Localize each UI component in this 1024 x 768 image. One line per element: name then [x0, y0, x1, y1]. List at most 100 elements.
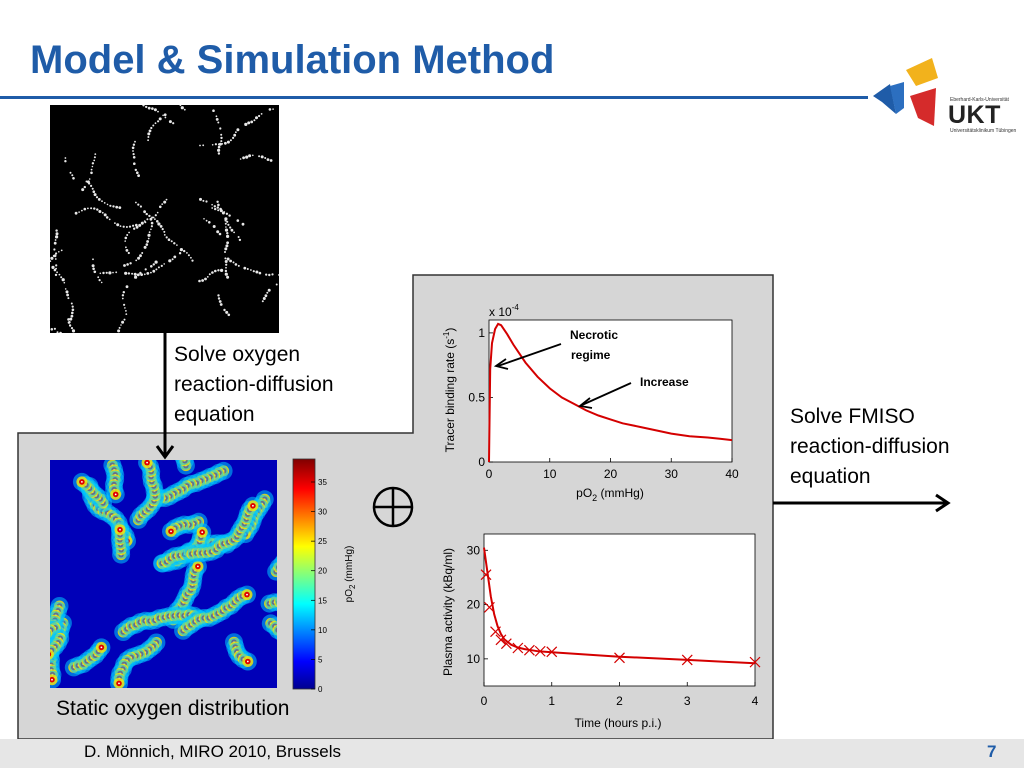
vessel-dot: [60, 249, 63, 252]
vessel-dot: [163, 113, 167, 117]
footer-bar: [0, 739, 1024, 768]
vessel-dot: [109, 204, 112, 207]
vessel-dot: [86, 180, 90, 184]
chart2-ytick-label: 10: [467, 652, 481, 666]
vessel-dot: [125, 246, 127, 249]
vessel-dot: [135, 201, 137, 204]
chart2-marker: [523, 644, 535, 656]
vessel-dot: [261, 300, 264, 303]
vessel-dot: [226, 232, 229, 235]
vessel-dot: [126, 234, 129, 236]
vessel-dot: [233, 133, 237, 137]
vessel-dot: [95, 196, 99, 199]
vessel-dot: [67, 318, 70, 321]
vessel-dot: [121, 294, 125, 297]
vessel-dot: [227, 313, 231, 317]
vessel-dot: [242, 156, 246, 160]
vessel-dot: [159, 205, 162, 209]
oxygen-vessel-dot: [246, 593, 248, 596]
chart1-ytick-label: 1: [478, 326, 485, 340]
vessel-dot: [148, 231, 151, 234]
chart1-plot-area: [488, 319, 733, 463]
vessel-dot: [136, 171, 139, 174]
vessel-dot: [161, 203, 164, 205]
vessel-dot: [53, 241, 57, 245]
vessel-dot: [155, 268, 158, 271]
vessel-dot: [201, 279, 205, 282]
vessel-dot: [217, 121, 220, 124]
vessel-dot: [216, 206, 219, 209]
chart2-marker: [534, 645, 546, 657]
vessel-dot: [226, 220, 229, 223]
vessel-dot: [147, 237, 150, 240]
vessel-dot: [139, 205, 142, 208]
vessel-dot: [154, 260, 158, 264]
vessel-dot: [93, 193, 97, 197]
oxygen-halo: [174, 460, 192, 465]
vessel-dot: [59, 331, 62, 333]
vessel-dot: [225, 310, 229, 314]
vessel-dot: [142, 105, 145, 107]
oxygen-vessel-dot: [119, 528, 121, 531]
step1-text: Solve oxygen reaction-diffusion equation: [174, 343, 334, 426]
vessel-dot: [148, 129, 152, 133]
vessel-dot: [108, 271, 112, 275]
vessel-dot: [268, 273, 271, 277]
chart1-xtick-label: 20: [604, 467, 618, 481]
chart2-marker: [749, 656, 761, 668]
vessel-dot: [238, 238, 242, 242]
vessel-dot: [216, 200, 219, 203]
vessel-dot: [211, 207, 214, 209]
vessel-dot: [227, 223, 230, 226]
vessel-dot: [120, 324, 122, 326]
colorbar-tick-label: 5: [318, 655, 323, 664]
vessel-dot: [217, 148, 221, 152]
logo-red-shape: [910, 88, 936, 126]
vessel-dot: [146, 272, 150, 275]
vessel-dot: [225, 212, 229, 215]
vessel-dot: [125, 226, 128, 228]
slide-title: Model & Simulation Method: [30, 38, 555, 82]
vessel-dot: [141, 252, 144, 254]
vessel-dot: [98, 279, 101, 282]
vessel-dot: [208, 273, 211, 276]
vessel-dot: [69, 317, 73, 321]
vessel-dot: [173, 242, 176, 245]
vessel-dot: [122, 225, 125, 228]
vessel-dot: [202, 144, 205, 147]
vessel-dot: [134, 140, 136, 143]
vessel-dot: [144, 221, 147, 224]
annotation-necrotic-line1: Necrotic: [570, 328, 618, 342]
vessel-dot: [221, 211, 225, 215]
oxygen-vessel-dot: [246, 660, 249, 663]
oxygen-vessel-dot: [197, 565, 199, 568]
vessel-dot: [199, 197, 202, 201]
vessel-dot: [250, 269, 252, 271]
vessel-dot: [55, 235, 59, 239]
vessel-dot: [117, 329, 121, 333]
vessel-dot: [212, 225, 216, 228]
vessel-dot: [133, 227, 136, 230]
vessel-dot: [88, 178, 91, 180]
vessel-dot: [258, 155, 261, 158]
vessel-dot: [118, 206, 122, 209]
vessel-dot: [61, 278, 65, 282]
vessel-dot: [165, 198, 168, 201]
oxygen-map-features: [50, 460, 277, 688]
vessel-dot: [132, 156, 136, 159]
vessel-dot: [224, 251, 226, 253]
chart2-marker: [512, 642, 524, 654]
vessel-dot: [137, 273, 140, 277]
vessel-dot: [58, 273, 61, 276]
vessel-dot: [97, 276, 100, 279]
vessel-dot: [229, 226, 232, 229]
vessel-dot: [229, 139, 232, 142]
vessel-dot: [129, 262, 132, 265]
colorbar-tick-label: 35: [318, 478, 327, 487]
annotation-increase-arrow: [581, 382, 632, 406]
vessel-dot: [198, 279, 201, 283]
vessel-dot: [217, 209, 220, 212]
vessel-dot: [154, 214, 157, 217]
chart2-xlabel: Time (hours p.i.): [575, 716, 662, 730]
vessel-dot: [128, 225, 132, 228]
